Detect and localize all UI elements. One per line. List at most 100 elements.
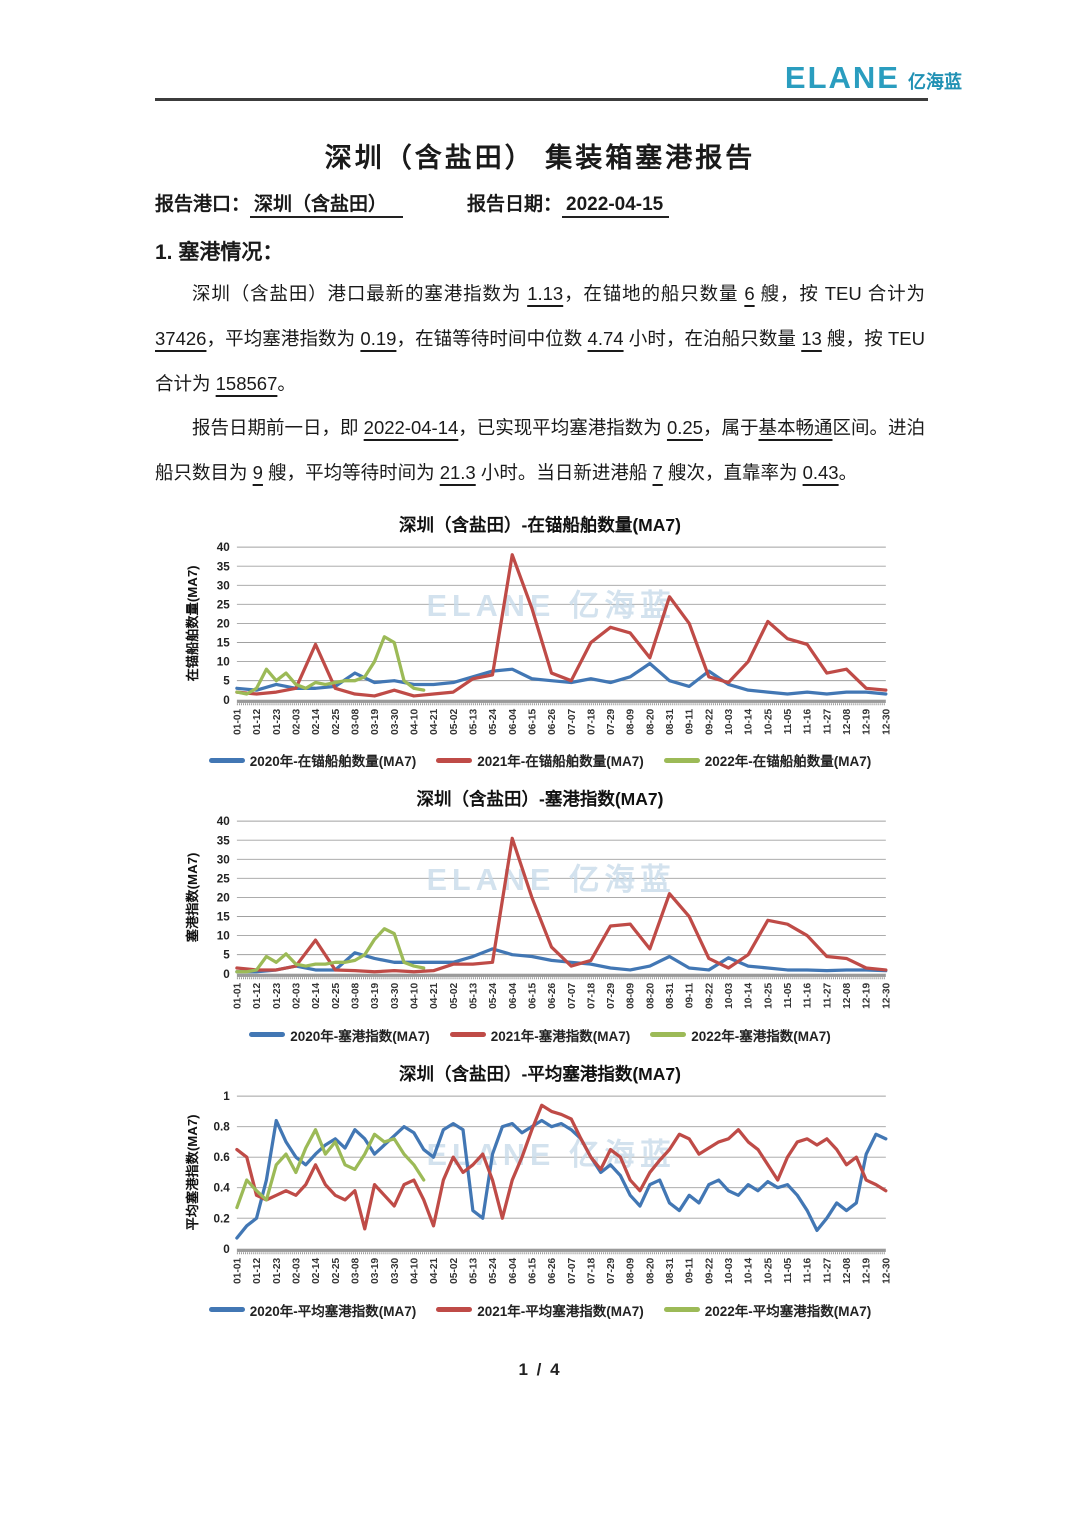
- y-tick-label: 30: [217, 579, 231, 592]
- x-tick-label: 08-09: [626, 1257, 637, 1283]
- x-tick-label: 10-14: [744, 1257, 755, 1283]
- legend-swatch: [249, 1032, 286, 1038]
- y-tick-label: 40: [217, 541, 231, 554]
- y-tick-label: 40: [217, 816, 231, 829]
- x-tick-label: 07-29: [606, 708, 617, 734]
- chart-plot: 0 5 10 15 20 25 30 35 40 ELANE 亿海蓝 01-01 01-12 01-23…: [184, 816, 892, 1010]
- x-tick-label: 05-24: [488, 983, 499, 1009]
- chart-title: 深圳（含盐田）-在锚船舶数量(MA7): [399, 514, 681, 535]
- underlined-value: 基本畅通: [758, 417, 833, 439]
- logo-wordmark: ELANE: [784, 60, 900, 95]
- x-tick-label: 11-05: [783, 1257, 794, 1283]
- x-tick-label: 07-29: [606, 1257, 617, 1283]
- report-port-label: 报告港口：: [155, 194, 251, 215]
- legend-swatch: [650, 1032, 687, 1038]
- x-tick-label: 03-19: [370, 708, 381, 734]
- y-tick-label: 20: [217, 892, 231, 905]
- x-tick-label: 08-31: [665, 983, 676, 1009]
- x-tick-label: 03-30: [390, 708, 401, 734]
- underlined-value: 0.19: [360, 327, 397, 349]
- y-tick-label: 1: [223, 1090, 230, 1103]
- series-line: [235, 1118, 888, 1240]
- x-tick-label: 05-13: [468, 983, 479, 1009]
- text-run: 深圳（含盐田）港口最新的塞港指数为: [192, 283, 528, 304]
- x-tick-label: 05-13: [468, 1257, 479, 1283]
- text-run: 艘，平均等待时间为: [262, 462, 440, 484]
- x-tick-label: 12-08: [842, 983, 853, 1009]
- text-run: 艘，按 TEU 合计为: [155, 327, 925, 394]
- x-tick-label: 08-20: [645, 1257, 656, 1283]
- x-tick-label: 09-11: [685, 708, 696, 734]
- x-tick-label: 09-22: [704, 708, 715, 734]
- x-tick-label: 08-09: [626, 708, 637, 734]
- legend-label: 2022年-塞港指数(MA7): [691, 1028, 831, 1044]
- underlined-value: 37426: [155, 327, 207, 349]
- elane-logo: ELANE 亿海蓝: [785, 60, 962, 96]
- legend-item: 2022年-在锚船舶数量(MA7): [663, 750, 871, 770]
- y-tick-label: 0.8: [214, 1121, 231, 1134]
- x-tick-label: 10-03: [724, 983, 735, 1009]
- x-tick-label: 06-26: [547, 1257, 558, 1283]
- x-tick-label: 01-23: [272, 1257, 283, 1283]
- text-run: ，在锚地的船只数量: [563, 283, 745, 304]
- report-date-label: 报告日期：: [467, 194, 563, 215]
- x-tick-label: 03-08: [350, 1257, 361, 1283]
- page-title: 深圳（含盐田） 集装箱塞港报告: [324, 143, 756, 173]
- x-tick-label: 01-12: [252, 708, 263, 734]
- x-tick-label: 08-09: [626, 983, 637, 1009]
- legend-swatch: [449, 1032, 486, 1038]
- x-tick-label: 06-04: [508, 983, 519, 1009]
- header-divider: [155, 98, 928, 101]
- y-tick-label: 0.4: [214, 1182, 231, 1195]
- x-tick-label: 09-22: [704, 1257, 715, 1283]
- x-tick-label: 06-15: [527, 983, 538, 1009]
- text-run: 艘次，直靠率为: [662, 462, 803, 484]
- text-run: 报告日期前一日，即: [192, 417, 364, 439]
- y-tick-label: 20: [217, 617, 231, 630]
- x-tick-label: 12-30: [881, 1257, 892, 1283]
- watermark: ELANE 亿海蓝: [427, 589, 676, 623]
- x-tick-label: 10-25: [763, 708, 774, 734]
- x-tick-label: 04-21: [429, 983, 440, 1009]
- x-tick-label: 08-20: [645, 708, 656, 734]
- legend-label: 2020年-平均塞港指数(MA7): [249, 1303, 417, 1319]
- x-tick-label: 10-25: [763, 983, 774, 1009]
- text-run: 。: [838, 462, 858, 484]
- series-line: [235, 552, 888, 698]
- x-tick-label: 03-08: [350, 983, 361, 1009]
- x-tick-label: 01-01: [232, 983, 243, 1009]
- x-tick-label: 11-27: [822, 1257, 833, 1283]
- legend-item: 2021年-平均塞港指数(MA7): [436, 1300, 644, 1320]
- x-tick-label: 10-14: [744, 708, 755, 734]
- x-tick-label: 03-08: [350, 708, 361, 734]
- underlined-value: 9: [252, 462, 263, 484]
- x-tick-label: 11-27: [822, 708, 833, 734]
- underlined-value: 13: [801, 327, 822, 349]
- x-tick-label: 04-21: [429, 708, 440, 734]
- x-tick-label: 08-20: [645, 983, 656, 1009]
- x-tick-label: 08-31: [665, 708, 676, 734]
- text-run: 小时，在泊船只数量: [623, 327, 802, 349]
- x-tick-label: 01-12: [252, 1257, 263, 1283]
- x-tick-label: 03-30: [390, 1257, 401, 1283]
- x-tick-label: 01-01: [232, 708, 243, 734]
- legend-swatch: [663, 1307, 700, 1313]
- x-tick-label: 01-23: [272, 708, 283, 734]
- chart-plot: 0 5 10 15 20 25 30 35 40 ELANE 亿海蓝 01-01 01-12 01-23…: [184, 541, 892, 735]
- y-axis-label: 在锚船舶数量(MA7): [184, 565, 200, 681]
- y-tick-label: 5: [223, 675, 230, 688]
- x-tick-label: 08-31: [665, 1257, 676, 1283]
- x-tick-label: 09-22: [704, 983, 715, 1009]
- chart-legend: 2020年-平均塞港指数(MA7) 2021年-平均塞港指数(MA7) 2022年-…: [184, 1300, 896, 1320]
- x-tick-label: 10-03: [724, 1257, 735, 1283]
- y-axis-label: 平均塞港指数(MA7): [184, 1114, 200, 1230]
- page-header: ELANE 亿海蓝: [0, 0, 1080, 102]
- x-tick-label: 02-03: [291, 708, 302, 734]
- legend-swatch: [208, 1307, 245, 1313]
- legend-swatch: [663, 757, 700, 763]
- x-tick-label: 04-10: [409, 1257, 420, 1283]
- x-tick-label: 11-16: [803, 708, 814, 734]
- x-tick-label: 04-10: [409, 708, 420, 734]
- text-run: 。: [277, 372, 296, 394]
